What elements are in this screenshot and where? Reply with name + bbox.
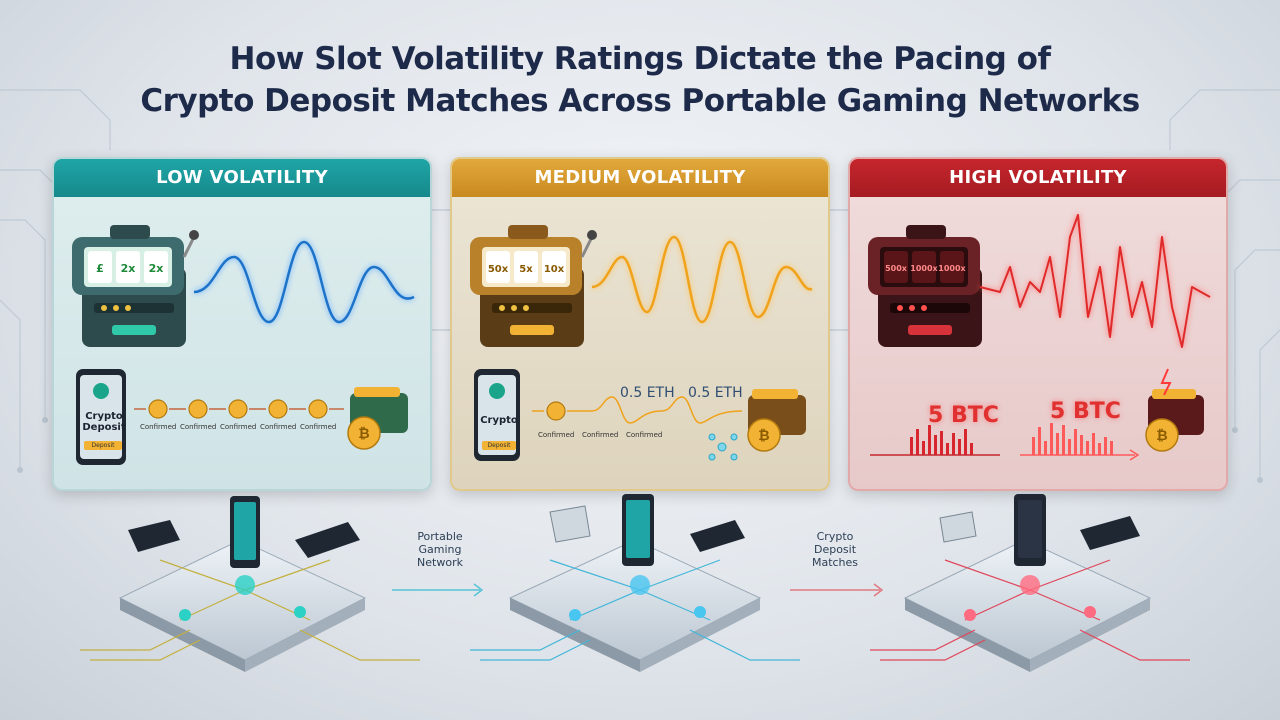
network-platform-medium: [470, 494, 800, 672]
page-title: How Slot Volatility Ratings Dictate the …: [0, 38, 1280, 122]
medium-volatility-wave: [591, 235, 813, 324]
deposit-button[interactable]: Deposit: [84, 441, 122, 450]
wallet-icon: ₿: [347, 387, 408, 450]
crypto-deposit-matches-label: Crypto Deposit Matches: [811, 530, 859, 569]
low-volatility-wave: [193, 240, 415, 324]
network-node-icon: [708, 433, 738, 461]
high-volatility-heading: HIGH VOLATILITY: [850, 159, 1226, 197]
medium-volatility-art: 50x 5x 10x ₿: [470, 225, 813, 461]
high-volatility-art: 500x 1000x 1000x ₿: [868, 214, 1211, 461]
phone-crypto-text: Crypto: [480, 415, 518, 426]
phone-crypto-deposit-text: Crypto Deposit: [82, 411, 126, 433]
step-label-3: Confirmed: [626, 431, 663, 439]
svg-text:₿: ₿: [358, 426, 369, 442]
eth-amount-1: 0.5 ETH: [620, 385, 675, 401]
high-volatility-panel: HIGH VOLATILITY 500x 1000x 1000x: [848, 157, 1228, 491]
volume-bars-right: [1032, 423, 1113, 455]
portable-gaming-network-label: Portable Gaming Network: [417, 530, 463, 569]
title-line-1: How Slot Volatility Ratings Dictate the …: [229, 41, 1051, 77]
flow-arrow-2: [790, 583, 884, 597]
wallet-icon: ₿: [1145, 368, 1204, 452]
medium-volatility-heading: MEDIUM VOLATILITY: [452, 159, 828, 197]
step-label-5: Confirmed: [300, 423, 337, 431]
network-platform-low: [80, 496, 420, 672]
reel-2-label: 1000x: [910, 264, 938, 273]
deposit-button[interactable]: Deposit: [482, 441, 516, 450]
eth-amount-2: 0.5 ETH: [688, 385, 743, 401]
step-label-1: Confirmed: [538, 431, 575, 439]
slot-machine-icon: £ 2x 2x: [72, 225, 199, 347]
title-line-2: Crypto Deposit Matches Across Portable G…: [140, 83, 1140, 119]
low-volatility-panel: LOW VOLATILITY £ 2x 2x: [52, 157, 432, 491]
reel-2-label: 5x: [519, 264, 533, 275]
portable-gaming-networks-illustration: [80, 494, 1190, 672]
svg-text:₿: ₿: [758, 428, 769, 444]
reel-1-label: 50x: [488, 264, 509, 275]
btc-amount-2: 5 BTC: [1050, 399, 1121, 424]
reel-2-label: 2x: [121, 262, 136, 275]
high-volatility-wave: [979, 214, 1211, 348]
reel-3-label: 2x: [149, 262, 164, 275]
medium-transfer-line: [532, 396, 743, 424]
slot-machine-icon: 50x 5x 10x: [470, 225, 597, 347]
network-platform-high: [870, 494, 1190, 672]
step-label-2: Confirmed: [180, 423, 217, 431]
svg-text:₿: ₿: [1156, 428, 1167, 444]
coin-chain: [148, 399, 328, 419]
step-label-1: Confirmed: [140, 423, 177, 431]
wallet-icon: ₿: [747, 389, 806, 452]
step-label-2: Confirmed: [582, 431, 619, 439]
flow-arrow-1: [392, 583, 484, 597]
reel-1-label: £: [96, 262, 104, 275]
reel-3-label: 1000x: [938, 264, 966, 273]
volume-bars-left: [910, 425, 973, 455]
step-label-3: Confirmed: [220, 423, 257, 431]
low-volatility-heading: LOW VOLATILITY: [54, 159, 430, 197]
reel-3-label: 10x: [544, 264, 565, 275]
phone-icon: [474, 369, 520, 461]
slot-machine-icon: 500x 1000x 1000x: [868, 225, 982, 347]
btc-amount-1: 5 BTC: [928, 403, 999, 428]
step-label-4: Confirmed: [260, 423, 297, 431]
medium-volatility-panel: MEDIUM VOLATILITY 50x 5x 10x: [450, 157, 830, 491]
reel-1-label: 500x: [885, 264, 908, 273]
